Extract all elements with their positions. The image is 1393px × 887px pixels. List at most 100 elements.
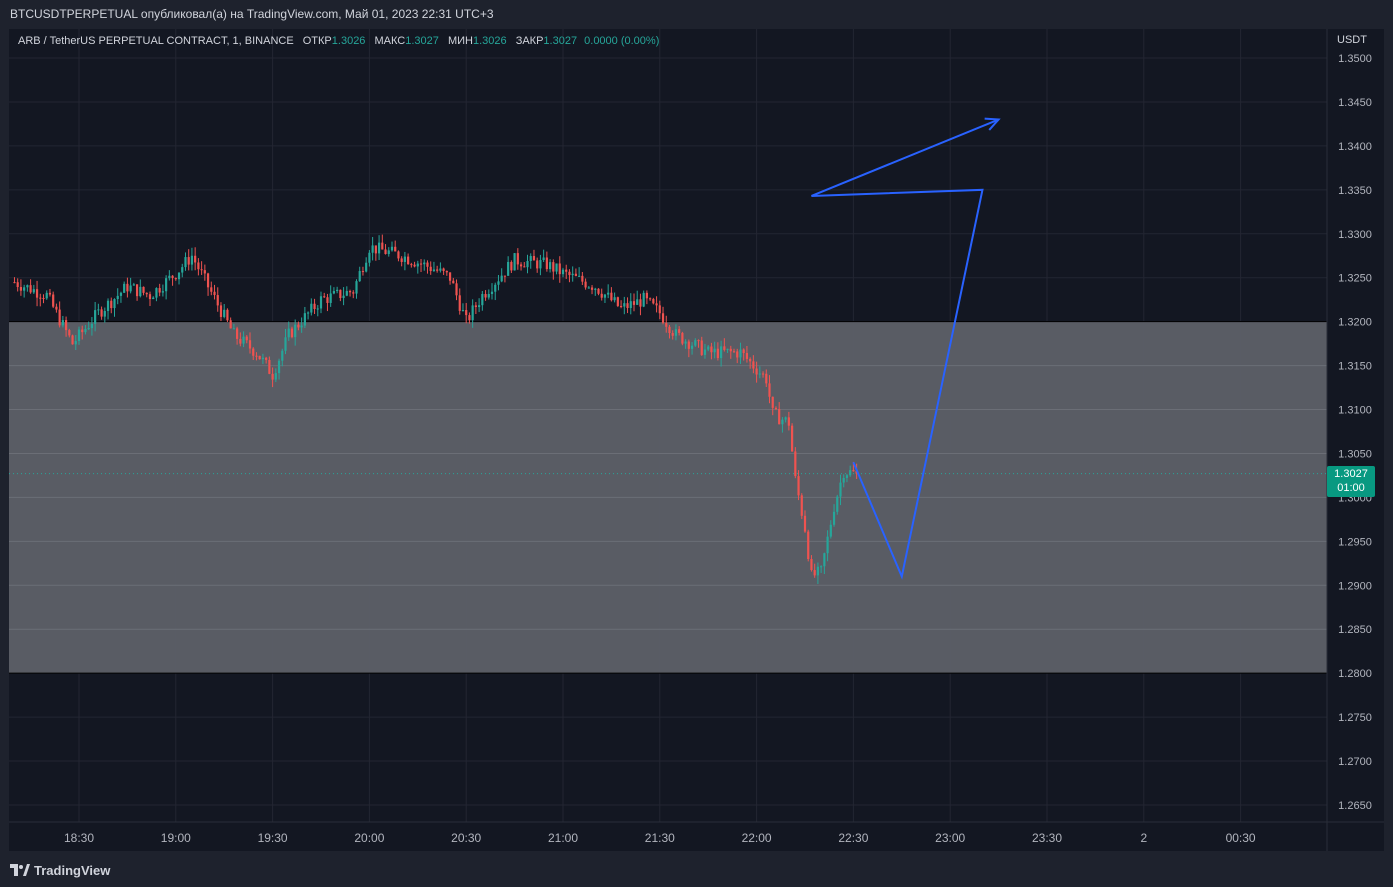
time-tick-label: 23:30 xyxy=(1032,831,1062,845)
price-axis-bg xyxy=(1327,29,1384,822)
candle xyxy=(736,348,739,364)
forecast-path[interactable] xyxy=(811,118,999,580)
chart-pane[interactable]: 1.3500 1.3450 1.3400 1.3350 1.3300 1.3250 1.32… xyxy=(9,29,1384,851)
candle xyxy=(584,278,587,290)
candle xyxy=(110,297,113,314)
candle xyxy=(313,298,316,315)
candle xyxy=(613,292,616,303)
candle xyxy=(268,356,271,375)
price-chart[interactable]: 1.3500 1.3450 1.3400 1.3350 1.3300 1.3250 1.32… xyxy=(9,29,1384,851)
candle xyxy=(700,336,703,356)
time-tick-label: 00:30 xyxy=(1226,831,1256,845)
low-label: МИН xyxy=(447,35,473,47)
time-tick-label: 18:30 xyxy=(64,831,94,845)
candle xyxy=(290,326,294,339)
candle xyxy=(497,275,500,291)
candle xyxy=(374,245,377,261)
candle xyxy=(729,345,732,359)
price-tick-label: 1.2950 xyxy=(1338,536,1372,548)
candle xyxy=(642,290,645,308)
candle xyxy=(558,256,561,283)
candle xyxy=(255,352,258,361)
candle xyxy=(455,279,458,301)
candle xyxy=(384,244,387,255)
candle xyxy=(500,268,503,283)
candle xyxy=(190,247,194,271)
drawing[interactable] xyxy=(811,117,1001,580)
candle xyxy=(474,302,477,314)
currency-label: USDT xyxy=(1337,34,1367,46)
candle xyxy=(432,261,436,272)
candle xyxy=(742,348,745,361)
candle xyxy=(813,563,816,578)
candle xyxy=(239,332,242,347)
candle xyxy=(171,275,174,286)
candle xyxy=(336,286,339,294)
candle xyxy=(594,287,597,296)
candle xyxy=(407,253,410,265)
time-tick-label: 22:30 xyxy=(838,831,868,845)
candle xyxy=(381,234,384,250)
candle xyxy=(236,326,239,345)
time-tick-label: 19:30 xyxy=(258,831,288,845)
candle xyxy=(319,291,323,314)
tradingview-logo[interactable]: TradingView xyxy=(10,861,110,879)
price-tick-label: 1.3500 xyxy=(1338,53,1372,65)
candle xyxy=(184,252,187,271)
candle xyxy=(771,396,774,416)
candle xyxy=(316,305,319,317)
candle xyxy=(703,343,707,359)
candle xyxy=(774,406,778,411)
candle xyxy=(452,277,455,284)
candle xyxy=(361,266,365,276)
price-axis[interactable]: 1.3500 1.3450 1.3400 1.3350 1.3300 1.3250 1.32… xyxy=(1326,29,1384,851)
symbol-title: ARB / TetherUS PERPETUAL CONTRACT, 1, BI… xyxy=(18,35,294,47)
time-tick-label: 22:00 xyxy=(742,831,772,845)
candle xyxy=(645,290,648,305)
candle xyxy=(84,325,87,335)
candle xyxy=(258,355,261,360)
candle xyxy=(206,272,210,296)
candle xyxy=(100,306,103,320)
candle xyxy=(35,280,39,307)
candle xyxy=(416,260,419,274)
candle xyxy=(678,326,681,336)
candle xyxy=(442,267,445,275)
candle xyxy=(487,289,490,300)
candle xyxy=(684,339,687,349)
candle xyxy=(26,284,29,292)
candle xyxy=(655,296,658,313)
candle xyxy=(445,270,448,276)
bar-countdown: 01:00 xyxy=(1337,482,1365,494)
candle xyxy=(306,311,310,320)
time-tick-label: 21:30 xyxy=(645,831,675,845)
candle xyxy=(603,293,607,303)
open-value: 1.3026 xyxy=(331,35,366,47)
candle xyxy=(271,367,274,388)
candle xyxy=(555,263,558,275)
candle xyxy=(726,348,729,353)
candle xyxy=(755,361,758,383)
candle xyxy=(458,288,461,315)
price-tick-label: 1.3300 xyxy=(1338,229,1372,241)
candle xyxy=(232,323,235,330)
candle xyxy=(761,371,765,378)
candle xyxy=(568,269,571,283)
candle xyxy=(52,291,55,309)
last-price-value: 1.3027 xyxy=(1334,468,1368,480)
time-axis[interactable]: 18:30 19:00 19:30 20:00 20:30 21:00 21:30 22:00… xyxy=(9,821,1384,845)
candle xyxy=(194,247,197,271)
candle xyxy=(148,291,152,307)
candle xyxy=(526,254,529,274)
candle xyxy=(277,358,281,380)
candle xyxy=(484,290,487,301)
candle xyxy=(42,294,45,304)
candle xyxy=(358,266,361,282)
candle xyxy=(32,284,35,294)
candle xyxy=(123,281,126,294)
candle xyxy=(665,315,668,333)
candle xyxy=(97,303,100,315)
price-tick-label: 1.2850 xyxy=(1338,624,1372,636)
low-value: 1.3026 xyxy=(472,35,507,47)
candle xyxy=(55,303,58,313)
